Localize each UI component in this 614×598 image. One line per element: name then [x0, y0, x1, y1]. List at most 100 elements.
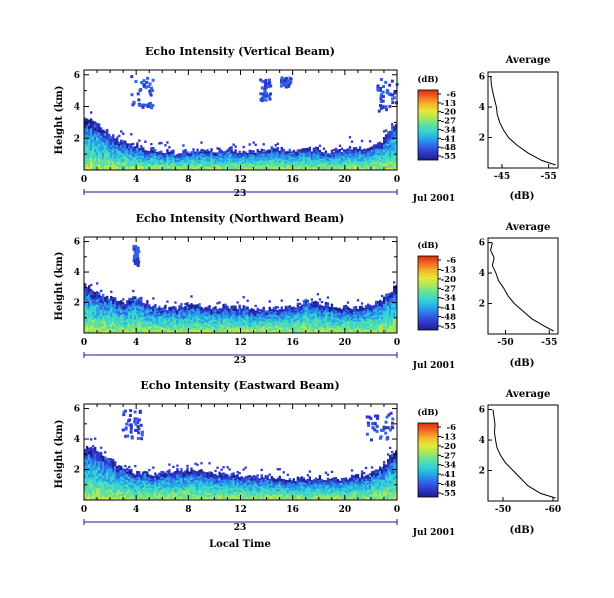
- echo-cell: [258, 326, 261, 329]
- y-tick-label: 4: [74, 103, 80, 113]
- echo-cell: [362, 150, 366, 152]
- echo-cell: [346, 167, 350, 169]
- echo-cell: [274, 326, 277, 329]
- echo-cell: [338, 156, 342, 159]
- echo-patch-cell: [380, 93, 384, 97]
- echo-cell: [84, 329, 87, 334]
- echo-cell: [248, 325, 251, 328]
- echo-cell: [210, 327, 213, 329]
- echo-cell: [224, 153, 227, 155]
- echo-cell: [204, 162, 207, 165]
- echo-cell: [150, 168, 153, 171]
- echo-cell: [252, 150, 255, 152]
- echo-cell: [294, 165, 297, 167]
- echo-cell: [354, 168, 358, 171]
- echo-cell: [128, 151, 131, 154]
- echo-cell: [198, 167, 201, 170]
- echo-cell: [114, 315, 117, 318]
- echo-cell: [114, 306, 117, 309]
- echo-cell: [312, 168, 316, 171]
- echo-cell: [246, 331, 249, 334]
- echo-cell: [154, 153, 157, 155]
- echo-cell: [332, 152, 336, 154]
- echo-cell: [306, 301, 310, 305]
- echo-cell: [378, 161, 382, 164]
- echo-cell: [150, 162, 153, 165]
- echo-cell: [186, 152, 189, 154]
- echo-cell: [292, 154, 295, 157]
- echo-cell: [254, 163, 257, 165]
- echo-cell: [148, 161, 151, 164]
- echo-cell: [184, 148, 187, 151]
- echo-cell: [338, 318, 342, 321]
- echo-cell: [342, 329, 346, 332]
- echo-cell: [176, 166, 179, 169]
- echo-cell: [112, 324, 115, 327]
- echo-cell: [314, 326, 318, 330]
- echo-cell: [330, 161, 334, 163]
- echo-cell: [130, 168, 133, 171]
- echo-cell: [348, 146, 352, 148]
- echo-cell: [380, 166, 384, 169]
- echo-cell: [318, 329, 322, 332]
- echo-cell: [286, 316, 289, 319]
- echo-cell: [212, 167, 215, 170]
- echo-cell: [90, 330, 93, 334]
- echo-cell: [394, 164, 398, 168]
- echo-cell: [152, 309, 155, 312]
- echo-cell: [338, 160, 342, 163]
- echo-cell: [302, 156, 306, 159]
- echo-cell: [236, 312, 239, 314]
- echo-cell: [382, 153, 386, 156]
- echo-cell: [224, 310, 227, 314]
- echo-cell: [322, 152, 326, 154]
- echo-cell: [338, 158, 342, 160]
- echo-cell: [348, 167, 352, 169]
- echo-cell: [276, 167, 279, 169]
- echo-cell: [166, 315, 169, 318]
- echo-cell: [216, 313, 219, 316]
- echo-cell: [170, 316, 173, 319]
- echo-cell: [162, 310, 165, 313]
- echo-cell: [156, 314, 159, 317]
- echo-cell: [276, 162, 279, 165]
- echo-cell: [258, 331, 261, 334]
- echo-cell: [364, 158, 368, 160]
- echo-cell: [282, 168, 285, 171]
- echo-speck: [332, 148, 336, 152]
- echo-cell: [308, 331, 312, 334]
- echo-cell: [266, 158, 269, 161]
- echo-cell: [206, 157, 209, 159]
- echo-cell: [202, 313, 205, 315]
- echo-cell: [380, 146, 384, 149]
- echo-cell: [248, 318, 251, 321]
- echo-patch-cell: [259, 98, 263, 102]
- echo-cell: [294, 158, 297, 160]
- echo-cell: [210, 167, 213, 169]
- echo-cell: [172, 309, 175, 312]
- echo-cell: [262, 319, 265, 322]
- echo-cell: [104, 147, 107, 151]
- echo-cell: [192, 164, 195, 167]
- echo-cell: [144, 157, 147, 160]
- echo-cell: [190, 158, 193, 160]
- echo-cell: [134, 310, 137, 313]
- echo-cell: [324, 156, 328, 159]
- echo-cell: [220, 314, 223, 316]
- echo-cell: [292, 311, 295, 314]
- echo-cell: [362, 152, 366, 155]
- echo-cell: [340, 166, 344, 169]
- echo-cell: [246, 311, 249, 314]
- echo-cell: [290, 151, 293, 153]
- echo-cell: [124, 303, 127, 307]
- echo-cell: [198, 152, 201, 154]
- echo-cell: [256, 315, 259, 318]
- echo-cell: [224, 160, 227, 162]
- echo-cell: [192, 325, 195, 328]
- echo-cell: [120, 166, 123, 169]
- echo-cell: [222, 165, 225, 167]
- echo-cell: [388, 137, 392, 141]
- echo-cell: [290, 324, 293, 327]
- echo-cell: [180, 309, 183, 312]
- echo-cell: [294, 313, 297, 316]
